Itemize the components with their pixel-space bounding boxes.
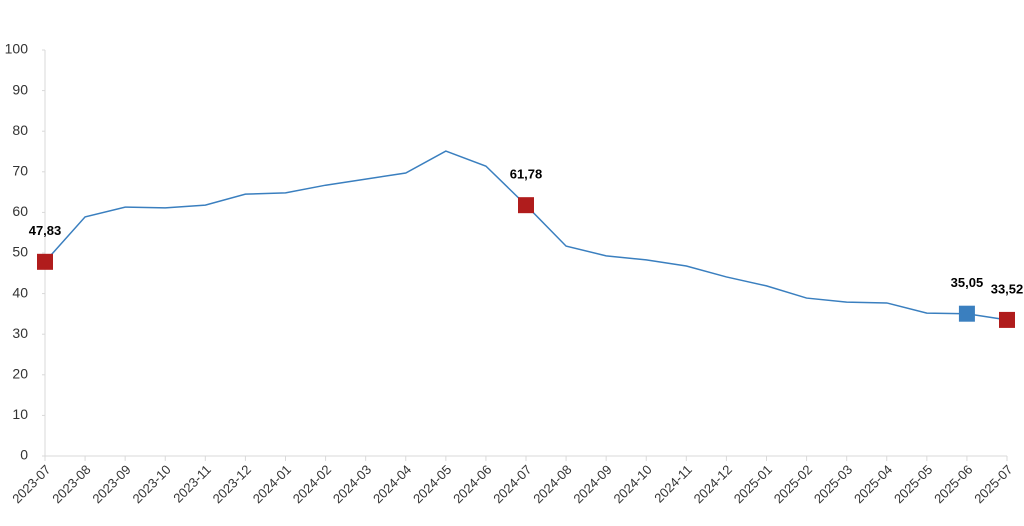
- x-tick-label: 2023-07: [9, 462, 53, 506]
- y-tick-label: 40: [12, 284, 28, 300]
- y-tick-label: 90: [12, 81, 28, 97]
- x-tick-label: 2025-06: [931, 462, 975, 506]
- x-tick-label: 2024-03: [330, 462, 374, 506]
- value-label: 47,83: [29, 223, 62, 238]
- x-tick-label: 2023-08: [49, 462, 93, 506]
- x-tick-label: 2024-05: [410, 462, 454, 506]
- x-tick-label: 2025-04: [851, 462, 895, 506]
- y-tick-label: 20: [12, 366, 28, 382]
- x-tick-label: 2025-07: [971, 462, 1015, 506]
- marker: [518, 197, 534, 214]
- x-tick-label: 2025-01: [731, 462, 775, 506]
- x-tick-label: 2025-03: [811, 462, 855, 506]
- x-tick-label: 2024-08: [530, 462, 574, 506]
- x-tick-label: 2023-11: [170, 462, 214, 506]
- marker: [958, 305, 975, 322]
- x-tick-label: 2024-11: [651, 462, 695, 506]
- x-tick-label: 2024-07: [490, 462, 534, 506]
- x-tick-label: 2024-04: [370, 462, 414, 506]
- x-tick-label: 2023-12: [210, 462, 254, 506]
- value-label: 61,78: [510, 167, 543, 182]
- y-tick-label: 50: [12, 244, 28, 260]
- x-tick-label: 2024-10: [610, 462, 654, 506]
- y-tick-label: 0: [20, 447, 28, 463]
- y-tick-label: 10: [12, 406, 28, 422]
- y-tick-label: 70: [12, 163, 28, 179]
- value-label: 35,05: [951, 275, 984, 290]
- x-tick-label: 2024-01: [250, 462, 294, 506]
- x-tick-label: 2024-12: [691, 462, 735, 506]
- x-tick-label: 2024-02: [290, 462, 334, 506]
- value-label: 33,52: [991, 281, 1024, 296]
- x-tick-label: 2024-06: [450, 462, 494, 506]
- y-tick-label: 30: [12, 325, 28, 341]
- y-tick-label: 80: [12, 122, 28, 138]
- x-tick-label: 2025-02: [771, 462, 815, 506]
- marker: [37, 253, 53, 270]
- marker: [999, 311, 1015, 328]
- y-tick-label: 60: [12, 203, 28, 219]
- y-tick-label: 100: [5, 41, 29, 57]
- x-tick-label: 2024-09: [570, 462, 614, 506]
- x-tick-label: 2023-10: [129, 462, 173, 506]
- x-tick-label: 2023-09: [89, 462, 133, 506]
- x-tick-label: 2025-05: [891, 462, 935, 506]
